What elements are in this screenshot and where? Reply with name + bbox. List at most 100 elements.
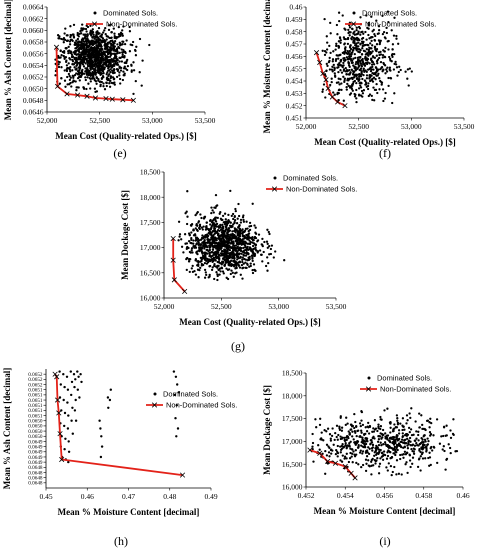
dominated-point [368,67,372,70]
dominated-point [354,56,357,60]
dominated-point [82,72,86,75]
dominated-point [91,35,94,39]
dominated-points [311,407,459,477]
dominated-point [222,229,225,233]
dominated-point [216,266,219,269]
dominated-point [118,44,122,47]
dominated-point [395,414,399,417]
dominated-point [107,28,111,32]
dominated-point [88,69,91,73]
dominated-point [427,439,430,443]
dominated-point [195,223,198,226]
dominated-point [349,447,352,450]
dominated-point [371,71,374,75]
dominated-point [436,461,439,465]
y-tick-label: 16,500 [282,460,303,469]
dominated-point [394,60,397,64]
dominated-point [343,42,346,45]
dominated-point [116,68,120,71]
dominated-point [201,234,204,237]
dominated-point [333,66,336,69]
dominated-point [85,46,88,49]
dominated-point [236,245,239,248]
y-tick-label: 0.451 [286,114,303,123]
dominated-point [334,59,338,63]
dominated-point [201,228,204,231]
dominated-point [236,258,239,261]
dominated-point [209,251,213,254]
dominated-point [73,56,76,60]
dominated-point [362,67,365,70]
y-tick-label: 0.0648 [28,475,43,481]
dominated-point [367,464,370,467]
dominated-point [377,25,381,28]
dominated-point [370,60,374,64]
nondominated-point [179,472,186,478]
dominated-point [58,37,61,40]
dominated-point [325,430,328,433]
dominated-point [197,220,201,223]
dominated-point [85,87,88,91]
dominated-point [229,256,233,259]
dominated-point [395,37,398,40]
dominated-point [198,227,201,231]
dominated-point [231,212,235,216]
dominated-point [243,240,246,243]
dominated-point [418,449,421,452]
dominated-point [89,77,92,81]
dominated-point [248,221,252,225]
dominated-point [344,444,347,447]
dominated-point [208,254,211,258]
dominated-point [395,426,399,429]
legend-dominated-label: Dominated Sols. [283,174,338,183]
dominated-point [403,450,407,453]
dominated-point [80,51,84,54]
dominated-point [400,438,404,441]
panel-caption: (i) [379,534,390,548]
dominated-point [365,14,368,17]
dominated-point [231,271,234,274]
dominated-point [197,263,200,266]
dominated-point [406,68,410,71]
dominated-point [359,60,362,63]
dominated-point [202,245,205,248]
dominated-point [408,436,412,440]
x-axis-label: Mean Cost (Quality-related Ops.) [$] [314,137,456,147]
dominated-point [400,473,403,476]
dominated-point [338,19,341,23]
y-tick-label: 17,000 [282,437,303,446]
dominated-point [421,438,424,441]
dominated-point [93,49,97,52]
dominated-point [236,255,239,258]
dominated-point [449,429,452,432]
dominated-point [337,91,340,95]
dominated-point [99,38,102,41]
dominated-point [229,189,232,193]
dominated-point [358,48,361,51]
dominated-point [358,81,361,85]
dominated-point [223,253,227,256]
dominated-point [67,450,71,453]
y-tick-label: 17,500 [140,218,161,227]
dominated-point [348,34,351,37]
dominated-point [335,23,339,27]
dominated-point [62,38,66,41]
legend: Dominated Sols.Non-Dominated Sols. [266,174,357,194]
dominated-point [336,455,339,458]
dominated-point [242,253,245,257]
nondominated-point [74,92,81,98]
dominated-point [69,65,72,69]
y-tick-label: 0.0651 [28,403,43,409]
dominated-point [330,434,334,438]
dominated-point [431,449,434,452]
nondominated-point [59,456,65,463]
dominated-point [83,57,86,60]
dominated-point [176,383,179,386]
dominated-point [119,31,123,34]
dominated-point [406,444,409,447]
dominated-point [371,30,374,33]
dominated-point [333,72,336,75]
dominated-point [225,276,228,279]
dominated-point [381,436,384,439]
dominated-point [365,74,369,77]
